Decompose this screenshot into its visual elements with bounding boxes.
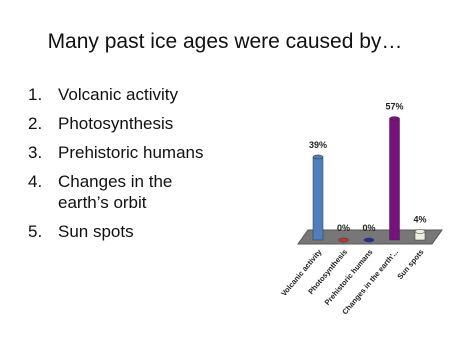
value-label: 4%: [413, 214, 426, 224]
option-text: Volcanic activity: [58, 85, 178, 104]
option-item: 5. Sun spots: [28, 221, 223, 242]
slide-title: Many past ice ages were caused by…: [47, 30, 403, 53]
option-number: 5.: [28, 222, 43, 241]
x-tick-label: Prehistoric humans: [323, 248, 375, 307]
option-text: Prehistoric humans: [58, 143, 204, 162]
option-item: 3. Prehistoric humans: [28, 142, 223, 163]
option-text: Photosynthesis: [58, 114, 174, 133]
bar: [389, 118, 400, 241]
option-item: 2. Photosynthesis: [28, 113, 223, 134]
value-label: 0%: [362, 223, 375, 233]
value-label: 0%: [337, 223, 350, 233]
bar-top: [363, 237, 375, 243]
option-number: 1.: [28, 85, 43, 104]
bar-top: [338, 237, 349, 243]
option-number: 4.: [28, 172, 43, 191]
bar-top: [389, 116, 400, 121]
value-label: 57%: [385, 102, 403, 112]
option-item: 1. Volcanic activity: [28, 84, 223, 105]
option-text: Sun spots: [58, 222, 134, 241]
bar-top: [414, 229, 426, 234]
option-number: 3.: [28, 143, 43, 162]
bar-top: [312, 154, 324, 160]
x-tick-label: Sun spots: [395, 248, 425, 282]
option-item: 4. Changes in the earth’s orbit: [28, 171, 223, 213]
value-label: 39%: [309, 140, 327, 150]
bar: [312, 156, 324, 241]
option-list: 1. Volcanic activity 2. Photosynthesis 3. Pre…: [28, 84, 223, 250]
option-number: 2.: [28, 114, 43, 133]
option-text: Changes in the earth’s orbit: [58, 172, 173, 212]
